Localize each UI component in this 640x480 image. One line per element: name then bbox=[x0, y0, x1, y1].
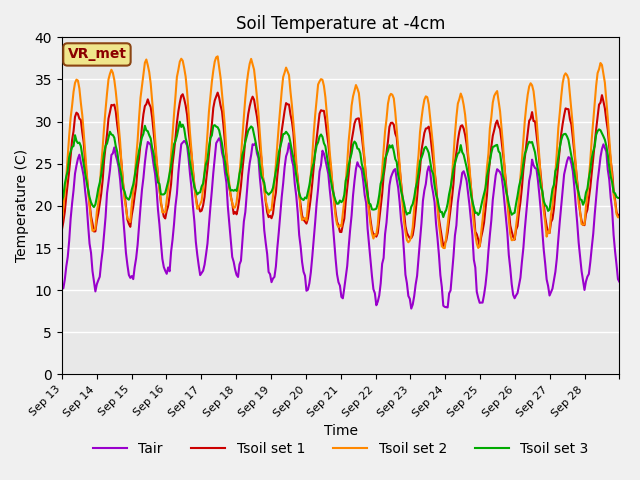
Tair bbox=[77, 159, 84, 165]
Tsoil set 2 bbox=[95, 200, 102, 205]
Tsoil set 3 bbox=[176, 119, 184, 125]
Tsoil set 2 bbox=[541, 219, 549, 225]
Tsoil set 3 bbox=[95, 186, 102, 192]
Tsoil set 3 bbox=[458, 149, 466, 155]
Tair bbox=[616, 279, 623, 285]
Title: Soil Temperature at -4cm: Soil Temperature at -4cm bbox=[236, 15, 445, 33]
Tair bbox=[215, 135, 223, 141]
Tsoil set 3 bbox=[614, 195, 622, 201]
Tsoil set 2 bbox=[77, 100, 84, 106]
Line: Tsoil set 3: Tsoil set 3 bbox=[62, 122, 620, 217]
Tsoil set 1 bbox=[214, 90, 221, 96]
Tsoil set 1 bbox=[95, 211, 102, 216]
X-axis label: Time: Time bbox=[324, 424, 358, 438]
Tsoil set 2 bbox=[58, 220, 66, 226]
Tsoil set 3 bbox=[616, 195, 623, 201]
Tsoil set 2 bbox=[346, 123, 354, 129]
Tsoil set 1 bbox=[77, 117, 84, 123]
Tsoil set 3 bbox=[77, 143, 84, 149]
Tair bbox=[95, 277, 102, 283]
Tsoil set 3 bbox=[440, 214, 447, 220]
Tsoil set 1 bbox=[541, 214, 549, 220]
Tair bbox=[541, 261, 549, 266]
Tsoil set 1 bbox=[58, 227, 66, 233]
Tsoil set 3 bbox=[346, 156, 354, 162]
Text: VR_met: VR_met bbox=[67, 48, 127, 61]
Tair bbox=[58, 286, 66, 292]
Tsoil set 3 bbox=[58, 198, 66, 204]
Tsoil set 1 bbox=[346, 155, 354, 160]
Tair bbox=[346, 227, 354, 233]
Tsoil set 1 bbox=[458, 122, 466, 128]
Tsoil set 3 bbox=[541, 202, 549, 208]
Tair bbox=[458, 170, 466, 176]
Tair bbox=[614, 276, 622, 282]
Tsoil set 2 bbox=[616, 214, 623, 220]
Tsoil set 2 bbox=[214, 53, 221, 59]
Tsoil set 2 bbox=[441, 245, 449, 251]
Line: Tair: Tair bbox=[62, 138, 620, 309]
Y-axis label: Temperature (C): Temperature (C) bbox=[15, 149, 29, 263]
Tsoil set 1 bbox=[616, 212, 623, 217]
Tsoil set 1 bbox=[614, 213, 622, 219]
Line: Tsoil set 1: Tsoil set 1 bbox=[62, 93, 620, 246]
Legend: Tair, Tsoil set 1, Tsoil set 2, Tsoil set 3: Tair, Tsoil set 1, Tsoil set 2, Tsoil se… bbox=[87, 437, 594, 462]
Tsoil set 2 bbox=[458, 95, 466, 100]
Tsoil set 1 bbox=[440, 243, 447, 249]
Tair bbox=[408, 306, 415, 312]
Line: Tsoil set 2: Tsoil set 2 bbox=[62, 56, 620, 248]
Tsoil set 2 bbox=[614, 215, 622, 220]
